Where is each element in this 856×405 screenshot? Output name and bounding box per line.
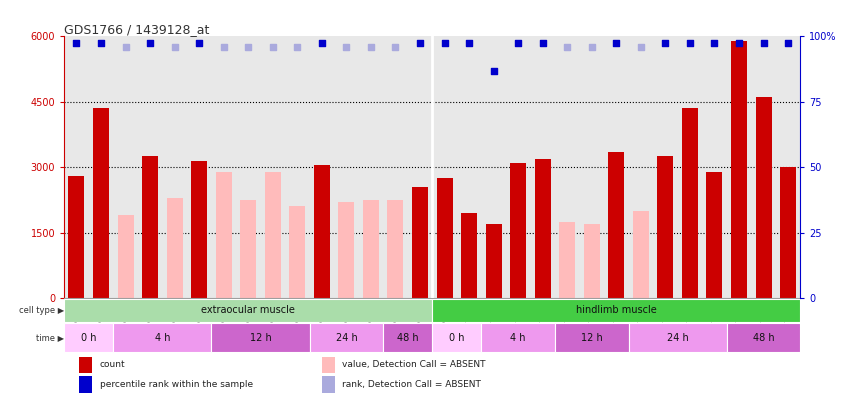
Bar [289,207,306,298]
Point [683,40,697,46]
Bar [93,109,109,298]
Bar [117,215,134,298]
Point [241,44,255,51]
Bar [628,323,727,352]
Text: 12 h: 12 h [250,333,271,343]
Text: hindlimb muscle: hindlimb muscle [576,305,657,315]
Point [69,40,83,46]
Point [757,40,770,46]
Point [487,68,501,75]
Bar [780,167,796,298]
Bar [412,187,428,298]
Bar [432,298,800,322]
Point [413,40,427,46]
Bar [191,161,207,298]
Bar [481,323,555,352]
Bar [68,176,85,298]
Point [340,44,354,51]
Bar [559,222,575,298]
Text: 4 h: 4 h [155,333,170,343]
Bar [432,323,481,352]
Bar [241,200,256,298]
Point [143,40,157,46]
Text: 0 h: 0 h [81,333,97,343]
Bar [64,298,432,322]
Bar [383,323,432,352]
Text: 48 h: 48 h [397,333,419,343]
Point [658,40,672,46]
Text: 12 h: 12 h [581,333,603,343]
Point [389,44,402,51]
Text: 48 h: 48 h [752,333,775,343]
Point [119,44,133,51]
Bar [338,202,354,298]
Point [315,40,329,46]
Bar [113,323,211,352]
Bar [310,323,383,352]
Text: cell type ▶: cell type ▶ [19,306,64,315]
Point [217,44,230,51]
Point [193,40,206,46]
Bar [756,98,771,298]
Point [585,44,598,51]
Point [609,40,623,46]
Bar [167,198,182,298]
Bar [682,109,698,298]
Bar [216,172,232,298]
Bar [609,152,624,298]
Text: 4 h: 4 h [510,333,526,343]
Bar [657,156,674,298]
Bar [437,178,453,298]
Bar [461,213,477,298]
Text: 24 h: 24 h [336,333,357,343]
Point [168,44,181,51]
Bar [727,323,800,352]
Bar [584,224,600,298]
Point [782,40,795,46]
Bar [79,356,92,373]
Point [266,44,280,51]
Bar [731,41,747,298]
Point [561,44,574,51]
Text: GDS1766 / 1439128_at: GDS1766 / 1439128_at [64,23,210,36]
Point [536,40,550,46]
Point [437,40,451,46]
Bar [555,323,628,352]
Bar [322,356,335,373]
Point [290,44,304,51]
Bar [314,165,330,298]
Point [634,44,648,51]
Bar [510,163,526,298]
Bar [485,224,502,298]
Bar [211,323,310,352]
Text: percentile rank within the sample: percentile rank within the sample [99,379,253,389]
Point [94,40,108,46]
Point [462,40,476,46]
Text: value, Detection Call = ABSENT: value, Detection Call = ABSENT [342,360,486,369]
Point [732,40,746,46]
Text: time ▶: time ▶ [36,333,64,342]
Point [511,40,525,46]
Bar [322,376,335,392]
Bar [388,200,403,298]
Bar [706,172,722,298]
Text: 24 h: 24 h [667,333,688,343]
Bar [633,211,649,298]
Text: count: count [99,360,125,369]
Bar [142,156,158,298]
Bar [363,200,379,298]
Point [708,40,722,46]
Text: rank, Detection Call = ABSENT: rank, Detection Call = ABSENT [342,379,481,389]
Bar [79,376,92,392]
Bar [64,323,113,352]
Point [364,44,377,51]
Text: 0 h: 0 h [449,333,465,343]
Text: extraocular muscle: extraocular muscle [201,305,295,315]
Bar [535,158,550,298]
Bar [265,172,281,298]
